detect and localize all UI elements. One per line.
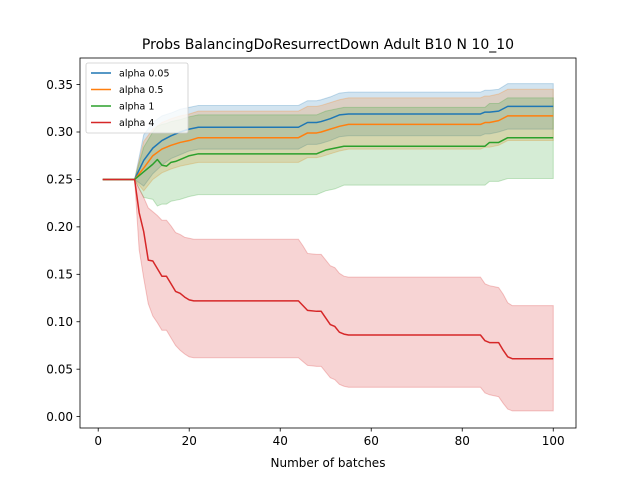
series-line-0 (102, 105, 554, 181)
x-tick-label: 100 (542, 434, 565, 448)
legend-box (85, 62, 189, 134)
y-tick-label: 0.10 (46, 315, 73, 329)
x-tick-label: 80 (455, 434, 470, 448)
legend-label: alpha 0.05 (119, 69, 170, 80)
series-line-1 (102, 115, 554, 181)
x-axis-label: Number of batches (271, 456, 386, 470)
series-line-3 (102, 178, 554, 360)
x-tick-label: 40 (273, 434, 288, 448)
legend-label: alpha 1 (119, 102, 154, 113)
x-tick-label: 60 (364, 434, 379, 448)
legend: alpha 0.05 alpha 0.5 alpha 1 alpha 4 (85, 62, 189, 134)
legend-label: alpha 4 (119, 118, 154, 129)
series-line-2 (102, 136, 554, 181)
x-tick-label: 0 (94, 434, 102, 448)
y-tick-label: 0.25 (46, 173, 73, 187)
y-tick-label: 0.30 (46, 125, 73, 139)
y-tick-label: 0.20 (46, 220, 73, 234)
y-axis: 0.00 0.05 0.10 0.15 0.20 0.25 0.30 0.35 (46, 78, 80, 424)
series-lines (102, 105, 554, 360)
x-tick-label: 20 (182, 434, 197, 448)
legend-label: alpha 0.5 (119, 85, 163, 96)
y-tick-label: 0.15 (46, 268, 73, 282)
y-tick-label: 0.35 (46, 78, 73, 92)
plot-frame (79, 57, 577, 429)
x-axis: 0 20 40 60 80 100 (94, 428, 565, 448)
chart-title: Probs BalancingDoResurrectDown Adult B10… (142, 37, 514, 53)
y-tick-label: 0.00 (46, 410, 73, 424)
y-tick-label: 0.05 (46, 362, 73, 376)
